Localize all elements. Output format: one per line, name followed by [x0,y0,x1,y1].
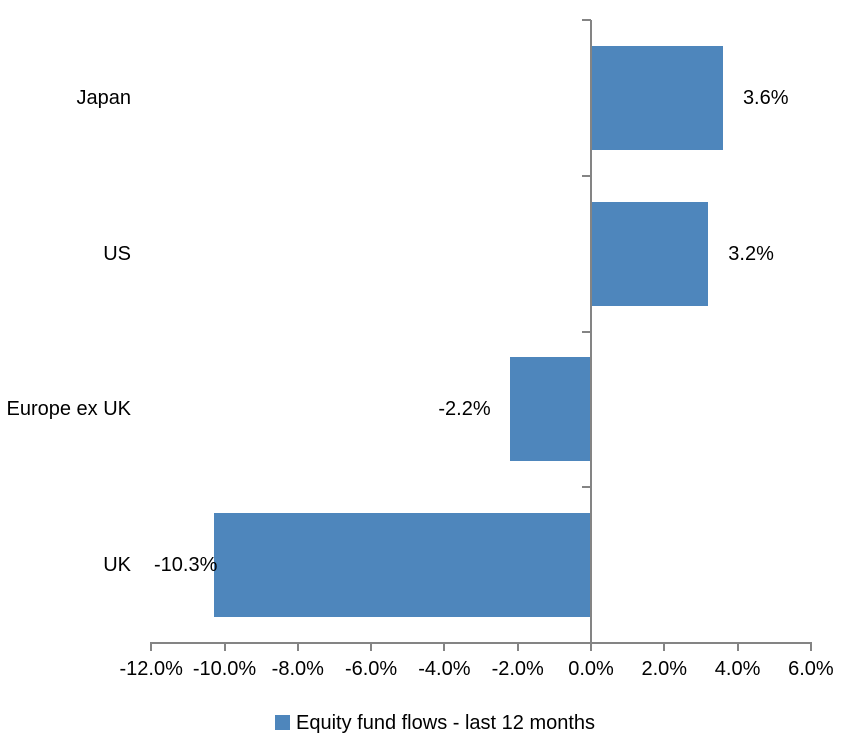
value-axis-tick-label: -2.0% [491,658,544,680]
value-axis-line [150,642,812,644]
category-label-europe-ex-uk: Europe ex UK [6,398,131,421]
value-axis-tick-label: 2.0% [641,658,688,680]
category-axis-tick [582,330,591,333]
category-label-uk: UK [103,554,131,577]
category-axis-tick [582,19,591,21]
value-axis-tick-label: -12.0% [119,658,183,680]
value-axis-tick [590,643,592,651]
bar-us [591,201,709,306]
value-axis-tick [663,643,666,651]
value-axis-tick-label: -8.0% [271,658,324,680]
category-label-japan: Japan [76,86,132,109]
value-axis-tick [443,643,446,651]
value-axis-tick-label: -4.0% [418,658,471,680]
value-axis-tick-label: -10.0% [192,658,257,680]
legend-label: Equity fund flows - last 12 months [296,712,596,734]
value-axis-tick [736,643,739,651]
value-axis-tick [370,643,373,651]
value-axis-tick-label: -6.0% [344,658,398,680]
category-label-us: US [103,242,131,265]
value-axis-tick [516,643,519,651]
bar-value-label-us: 3.2% [728,242,774,265]
legend-color-swatch-icon [275,715,290,730]
bar-value-label-europe-ex-uk: -2.2% [438,398,491,421]
category-axis-tick [582,174,591,177]
value-axis-tick [150,643,153,651]
bar-value-label-uk: -10.3% [154,554,218,577]
bar-europe-ex-uk [510,357,591,462]
bar-uk [213,513,591,618]
bar-value-label-japan: 3.6% [742,86,789,109]
value-axis-tick-label: 0.0% [568,658,614,680]
value-axis-tick [223,643,226,651]
category-axis-tick [582,486,591,489]
value-axis-tick-label: 6.0% [788,658,834,680]
category-axis-line [590,20,592,647]
value-axis-tick [296,643,299,651]
value-axis-tick [809,643,812,651]
value-axis-tick-label: 4.0% [714,658,761,680]
bar-japan [591,45,723,150]
